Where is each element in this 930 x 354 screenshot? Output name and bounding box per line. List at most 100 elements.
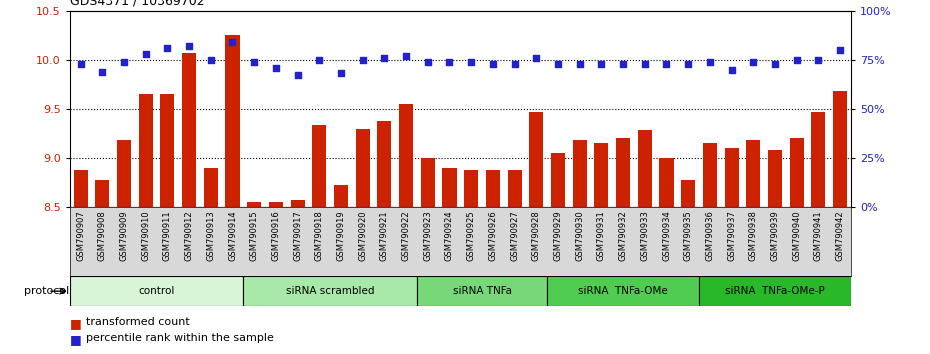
- Text: GSM790931: GSM790931: [597, 211, 606, 261]
- Bar: [833, 91, 847, 207]
- Bar: [811, 112, 826, 207]
- Point: [204, 57, 219, 63]
- Text: GSM790908: GSM790908: [98, 211, 107, 261]
- Text: GSM790932: GSM790932: [618, 211, 628, 261]
- Text: GSM790919: GSM790919: [337, 211, 346, 261]
- Bar: [594, 143, 608, 207]
- Point: [225, 39, 240, 45]
- Point: [702, 59, 717, 64]
- Bar: [334, 185, 348, 207]
- Bar: [443, 168, 457, 207]
- Text: GSM790929: GSM790929: [553, 211, 563, 261]
- Point: [420, 59, 435, 64]
- Text: GSM790912: GSM790912: [184, 211, 193, 261]
- Text: GSM790907: GSM790907: [76, 211, 86, 261]
- Bar: [724, 148, 738, 207]
- Text: GSM790923: GSM790923: [423, 211, 432, 261]
- Point: [355, 57, 370, 63]
- Bar: [659, 158, 673, 207]
- Text: GSM790926: GSM790926: [488, 211, 498, 261]
- Point: [269, 65, 284, 70]
- Bar: [182, 53, 196, 207]
- Point: [399, 53, 414, 59]
- Bar: [95, 179, 110, 207]
- Bar: [551, 153, 565, 207]
- Text: GSM790936: GSM790936: [705, 211, 714, 261]
- Point: [724, 67, 739, 73]
- Point: [616, 61, 631, 67]
- Bar: [547, 276, 699, 306]
- Bar: [638, 131, 652, 207]
- Bar: [529, 112, 543, 207]
- Bar: [378, 121, 392, 207]
- Text: percentile rank within the sample: percentile rank within the sample: [86, 333, 274, 343]
- Point: [116, 59, 131, 64]
- Point: [73, 61, 88, 67]
- Text: GSM790928: GSM790928: [532, 211, 541, 261]
- Text: GSM790911: GSM790911: [163, 211, 172, 261]
- Text: GSM790910: GSM790910: [141, 211, 151, 261]
- Point: [95, 69, 110, 74]
- Point: [139, 51, 153, 57]
- Text: siRNA scrambled: siRNA scrambled: [286, 286, 375, 296]
- Text: GSM790915: GSM790915: [249, 211, 259, 261]
- Text: ■: ■: [70, 333, 82, 346]
- Point: [160, 45, 175, 51]
- Text: protocol: protocol: [23, 286, 69, 296]
- Text: transformed count: transformed count: [86, 317, 191, 327]
- Text: siRNA  TNFa-OMe: siRNA TNFa-OMe: [578, 286, 668, 296]
- Bar: [160, 94, 175, 207]
- Point: [377, 55, 392, 61]
- Text: GSM790942: GSM790942: [835, 211, 844, 261]
- Bar: [573, 140, 587, 207]
- Text: GSM790934: GSM790934: [662, 211, 671, 261]
- Bar: [70, 276, 244, 306]
- Point: [681, 61, 696, 67]
- Bar: [355, 129, 370, 207]
- Point: [659, 61, 674, 67]
- Text: GSM790927: GSM790927: [510, 211, 519, 261]
- Point: [637, 61, 652, 67]
- Point: [507, 61, 522, 67]
- Point: [246, 59, 261, 64]
- Text: siRNA  TNFa-OMe-P: siRNA TNFa-OMe-P: [725, 286, 825, 296]
- Bar: [225, 35, 240, 207]
- Text: GSM790930: GSM790930: [575, 211, 584, 261]
- Text: GSM790939: GSM790939: [770, 211, 779, 261]
- Point: [572, 61, 587, 67]
- Text: GDS4371 / 10369702: GDS4371 / 10369702: [70, 0, 205, 7]
- Point: [746, 59, 761, 64]
- Bar: [699, 276, 851, 306]
- Bar: [508, 170, 522, 207]
- Bar: [790, 138, 804, 207]
- Text: GSM790935: GSM790935: [684, 211, 693, 261]
- Bar: [768, 150, 782, 207]
- Text: control: control: [139, 286, 175, 296]
- Point: [334, 71, 349, 76]
- Bar: [464, 170, 478, 207]
- Bar: [485, 170, 500, 207]
- Text: GSM790941: GSM790941: [814, 211, 823, 261]
- Bar: [290, 200, 305, 207]
- Point: [832, 47, 847, 53]
- Bar: [204, 168, 218, 207]
- Point: [551, 61, 565, 67]
- Text: GSM790918: GSM790918: [314, 211, 324, 261]
- Text: GSM790920: GSM790920: [358, 211, 367, 261]
- Text: GSM790914: GSM790914: [228, 211, 237, 261]
- Text: GSM790922: GSM790922: [402, 211, 411, 261]
- Bar: [703, 143, 717, 207]
- Point: [442, 59, 457, 64]
- Bar: [244, 276, 417, 306]
- Bar: [746, 140, 761, 207]
- Point: [594, 61, 609, 67]
- Text: GSM790925: GSM790925: [467, 211, 476, 261]
- Point: [811, 57, 826, 63]
- Point: [312, 57, 326, 63]
- Bar: [139, 94, 153, 207]
- Bar: [399, 104, 413, 207]
- Text: GSM790916: GSM790916: [272, 211, 281, 261]
- Bar: [420, 158, 435, 207]
- Text: GSM790924: GSM790924: [445, 211, 454, 261]
- Point: [485, 61, 500, 67]
